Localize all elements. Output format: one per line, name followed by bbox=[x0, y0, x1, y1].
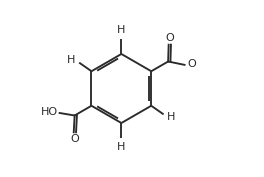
Text: O: O bbox=[165, 33, 174, 43]
Text: H: H bbox=[117, 25, 126, 35]
Text: H: H bbox=[167, 112, 176, 122]
Text: O: O bbox=[187, 59, 196, 69]
Text: O: O bbox=[70, 134, 79, 144]
Text: H: H bbox=[67, 55, 76, 65]
Text: HO: HO bbox=[40, 107, 58, 117]
Text: H: H bbox=[117, 142, 126, 152]
